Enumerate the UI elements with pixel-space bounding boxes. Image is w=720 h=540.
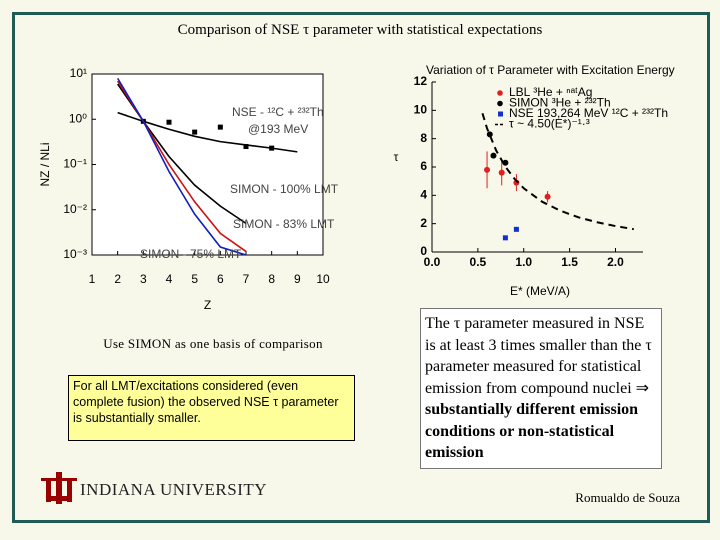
x-tick-label: 6 bbox=[217, 272, 224, 286]
legend-key bbox=[497, 90, 503, 96]
y-tick-label: 10⁰ bbox=[69, 111, 87, 125]
point bbox=[217, 124, 223, 130]
chart-title: Variation of τ Parameter with Excitation… bbox=[426, 63, 675, 77]
y-tick-label: 4 bbox=[420, 188, 427, 202]
y-axis-label: τ bbox=[394, 150, 399, 164]
point bbox=[166, 119, 172, 125]
x-tick-label: 3 bbox=[140, 272, 147, 286]
legend-key bbox=[497, 100, 503, 107]
y-tick-label: 0 bbox=[420, 244, 427, 258]
x-tick-label: 0.5 bbox=[470, 255, 487, 269]
series-label: SIMON - 83% LMT bbox=[233, 217, 335, 231]
point bbox=[490, 152, 497, 159]
x-axis-label: E* (MeV/A) bbox=[510, 284, 570, 298]
author: Romualdo de Souza bbox=[575, 490, 680, 505]
y-tick-label: 10¹ bbox=[70, 66, 87, 80]
point bbox=[544, 193, 551, 200]
x-tick-label: 9 bbox=[294, 272, 301, 286]
legend-label: τ ~ 4.50(E*)⁻¹·³ bbox=[509, 117, 590, 131]
left-box: For all LMT/excitations considered (even… bbox=[68, 375, 355, 441]
x-tick-label: 7 bbox=[243, 272, 250, 286]
y-tick-label: 10⁻² bbox=[63, 202, 87, 216]
legend-label: SIMON ³He + ²³²Th bbox=[509, 96, 611, 110]
point bbox=[513, 226, 519, 232]
point bbox=[192, 129, 198, 135]
y-tick-label: 8 bbox=[420, 131, 427, 145]
point bbox=[502, 159, 509, 166]
x-tick-label: 1 bbox=[89, 272, 96, 286]
y-tick-label: 10⁻³ bbox=[63, 247, 87, 261]
series-label: NSE - ¹²C + ²³²Th bbox=[232, 105, 324, 119]
point bbox=[486, 131, 493, 138]
slide-frame bbox=[12, 12, 710, 523]
legend-label: LBL ³He + ⁿᵃᵗAg bbox=[509, 85, 592, 99]
institution: INDIANA UNIVERSITY bbox=[80, 480, 268, 499]
right-text: The τ parameter measured in NSE is at le… bbox=[425, 315, 652, 397]
point bbox=[243, 143, 249, 149]
x-tick-label: 10 bbox=[316, 272, 330, 286]
x-tick-label: 4 bbox=[166, 272, 173, 286]
right-bold: substantially different emission conditi… bbox=[425, 401, 639, 461]
series-label: SIMON - 100% LMT bbox=[230, 182, 339, 196]
slide-title: Comparison of NSE τ parameter with stati… bbox=[177, 22, 543, 38]
y-tick-label: 10 bbox=[414, 103, 428, 117]
iu-logo bbox=[41, 472, 77, 504]
point bbox=[269, 145, 275, 151]
x-tick-label: 8 bbox=[268, 272, 275, 286]
x-axis-label: Z bbox=[204, 298, 211, 312]
plot-frame bbox=[91, 73, 324, 256]
point bbox=[484, 166, 491, 173]
x-tick-label: 5 bbox=[191, 272, 198, 286]
y-tick-label: 12 bbox=[414, 74, 428, 88]
point bbox=[498, 169, 505, 176]
y-axis-label: NZ / NLi bbox=[38, 142, 52, 186]
y-tick-label: 6 bbox=[420, 159, 427, 173]
series-label: SIMON - 75% LMT bbox=[140, 247, 242, 261]
x-tick-label: 1.5 bbox=[561, 255, 578, 269]
point bbox=[502, 235, 508, 241]
legend-label: NSE 193,264 MeV ¹²C + ²³²Th bbox=[509, 106, 668, 120]
legend-key bbox=[498, 111, 503, 117]
x-tick-label: 2.0 bbox=[607, 255, 624, 269]
series-line bbox=[117, 111, 298, 153]
y-tick-label: 2 bbox=[420, 216, 427, 230]
x-tick-label: 0.0 bbox=[424, 255, 441, 269]
x-tick-label: 1.0 bbox=[515, 255, 532, 269]
series-line bbox=[481, 113, 634, 231]
right-box: The τ parameter measured in NSE is at le… bbox=[420, 308, 662, 469]
x-tick-label: 2 bbox=[114, 272, 121, 286]
series-line bbox=[116, 77, 247, 255]
annotation: @193 MeV bbox=[248, 122, 308, 136]
y-tick-label: 10⁻¹ bbox=[63, 157, 87, 171]
left-caption: Use SIMON as one basis of comparison bbox=[103, 336, 323, 351]
